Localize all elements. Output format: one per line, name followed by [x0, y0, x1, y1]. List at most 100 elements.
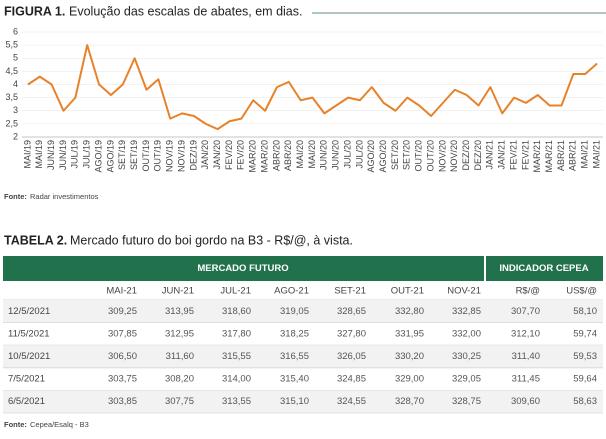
- table-cell: 316,55: [280, 351, 309, 362]
- table-cell: 326,05: [337, 351, 366, 362]
- x-tick-label: DEZ/20: [461, 140, 471, 171]
- column-header: AGO-21: [274, 286, 309, 297]
- x-tick-label: ABR/20: [271, 140, 281, 171]
- table-cell: 318,25: [280, 328, 309, 339]
- x-tick-label: JAN/21: [485, 140, 495, 170]
- table-cell: 327,80: [337, 328, 366, 339]
- x-tick-label: SET/19: [129, 140, 139, 170]
- table-cell: 315,55: [222, 351, 251, 362]
- x-tick-label: JUL/20: [342, 140, 352, 169]
- table-cell: 307,70: [511, 306, 540, 317]
- x-tick-label: MAI/19: [34, 140, 44, 169]
- y-tick-label: 4,5: [5, 66, 18, 76]
- group-header: INDICADOR CEPEA: [499, 263, 588, 274]
- x-tick-label: JUL/20: [354, 140, 364, 169]
- table-cell: 331,95: [395, 328, 424, 339]
- table-source: Cepea/Esalq - B3: [30, 420, 89, 429]
- table-label: TABELA 2.: [4, 233, 67, 247]
- x-tick-label: SET/20: [390, 140, 400, 170]
- table-cell: 312,10: [511, 328, 540, 339]
- x-tick-label: FEV/21: [508, 140, 518, 170]
- x-tick-label: FEV/20: [236, 140, 246, 170]
- table-cell: 311,60: [166, 351, 194, 362]
- data-line: [27, 44, 598, 131]
- x-tick-label: OUT/20: [414, 140, 424, 172]
- x-tick-label: MAR/20: [259, 140, 269, 173]
- table-cell: 313,95: [165, 306, 194, 317]
- x-tick-label: NOV/20: [449, 140, 459, 172]
- table-cell: 317,80: [222, 328, 251, 339]
- table-cell: 307,75: [165, 396, 194, 407]
- table-cell: 332,00: [452, 328, 481, 339]
- x-tick-label: ABR/21: [568, 140, 578, 171]
- table-cell: 309,60: [511, 396, 540, 407]
- table-cell: 59,53: [573, 351, 597, 362]
- table-cell: 318,60: [222, 306, 251, 317]
- x-tick-label: MAI/19: [22, 140, 32, 169]
- x-tick-label: NOV/19: [176, 140, 186, 172]
- row-date: 11/5/2021: [8, 328, 50, 339]
- column-header: US$/@: [566, 286, 597, 297]
- x-tick-label: MAR/21: [544, 140, 554, 173]
- table-source-label: Fonte:: [4, 420, 27, 429]
- y-tick-label: 5: [13, 53, 18, 63]
- y-tick-label: 3,5: [5, 92, 18, 102]
- table-cell: 328,70: [395, 396, 424, 407]
- column-header: NOV-21: [447, 286, 481, 297]
- column-header: JUL-21: [220, 286, 251, 297]
- x-tick-label: JUN/20: [319, 140, 329, 170]
- column-header: JUN-21: [162, 286, 194, 297]
- row-date: 7/5/2021: [8, 374, 45, 385]
- x-tick-label: OUT/20: [425, 140, 435, 172]
- x-tick-label: DEZ/20: [473, 140, 483, 171]
- table-cell: 303,75: [108, 374, 137, 385]
- table-cell: 307,85: [108, 328, 137, 339]
- x-tick-label: FEV/20: [224, 140, 234, 170]
- x-tick-label: JUL/19: [70, 140, 80, 169]
- table-cell: 319,05: [280, 306, 309, 317]
- table-cell: 329,00: [395, 374, 424, 385]
- table-cell: 58,63: [573, 396, 597, 407]
- x-tick-label: JAN/21: [497, 140, 507, 170]
- x-tick-label: ABR/21: [556, 140, 566, 171]
- table-cell: 332,85: [452, 306, 481, 317]
- x-tick-label: JUN/20: [331, 140, 341, 170]
- table-cell: 330,25: [452, 351, 481, 362]
- x-tick-label: ABR/20: [283, 140, 293, 171]
- x-tick-label: AGO/20: [366, 140, 376, 173]
- figure-source-label: Fonte:: [4, 192, 27, 201]
- table-cell: 303,85: [108, 396, 137, 407]
- x-tick-label: AGO/19: [105, 140, 115, 173]
- x-tick-label: OUT/19: [141, 140, 151, 172]
- table-cell: 315,40: [280, 374, 309, 385]
- figure-source: Radar investimentos: [30, 192, 99, 201]
- column-header: MAI-21: [106, 286, 137, 297]
- x-tick-label: AGO/19: [93, 140, 103, 173]
- x-tick-label: MAI/20: [307, 140, 317, 169]
- table-cell: 332,80: [395, 306, 424, 317]
- x-tick-label: JUL/19: [82, 140, 92, 169]
- y-tick-label: 6: [13, 26, 18, 36]
- table-cell: 312,95: [165, 328, 194, 339]
- x-tick-label: DEZ/19: [188, 140, 198, 171]
- figure-label: FIGURA 1.: [4, 4, 65, 18]
- y-tick-label: 5,5: [5, 40, 18, 50]
- x-tick-label: MAR/21: [532, 140, 542, 173]
- table-cell: 314,00: [222, 374, 251, 385]
- y-tick-label: 3: [13, 105, 18, 115]
- x-tick-label: JAN/20: [200, 140, 210, 170]
- row-date: 6/5/2021: [8, 396, 45, 407]
- x-tick-label: FEV/21: [520, 140, 530, 170]
- x-tick-label: NOV/20: [437, 140, 447, 172]
- y-tick-label: 2,5: [5, 118, 18, 128]
- x-tick-label: MAI/20: [295, 140, 305, 169]
- x-tick-label: NOV/19: [165, 140, 175, 172]
- table-cell: 324,85: [337, 374, 366, 385]
- group-header: MERCADO FUTURO: [197, 263, 288, 274]
- x-tick-label: SET/20: [402, 140, 412, 170]
- x-tick-label: JUN/19: [46, 140, 56, 170]
- x-tick-label: MAI/21: [591, 140, 601, 169]
- table-cell: 315,10: [280, 396, 309, 407]
- x-tick-label: JAN/20: [212, 140, 222, 170]
- table-cell: 58,10: [573, 306, 597, 317]
